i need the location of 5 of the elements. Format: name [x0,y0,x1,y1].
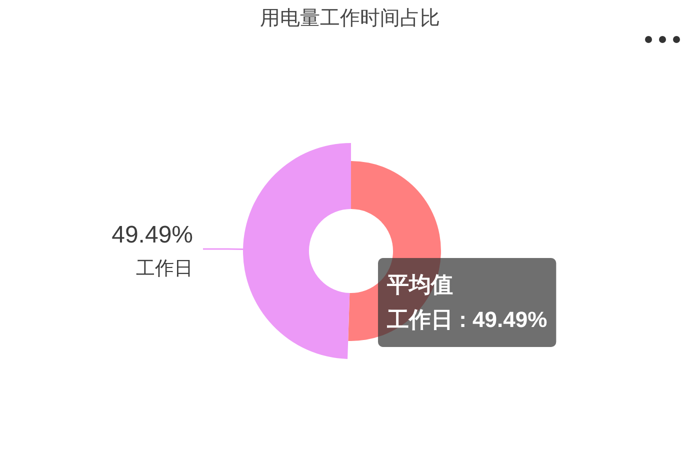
chart-title: 用电量工作时间占比 [260,8,440,30]
data-label: 49.49% [112,222,194,249]
text: 平均值 [386,272,453,298]
text: 工作日 : 49.49% [386,307,548,332]
slice-label: 工作日 [136,258,194,280]
